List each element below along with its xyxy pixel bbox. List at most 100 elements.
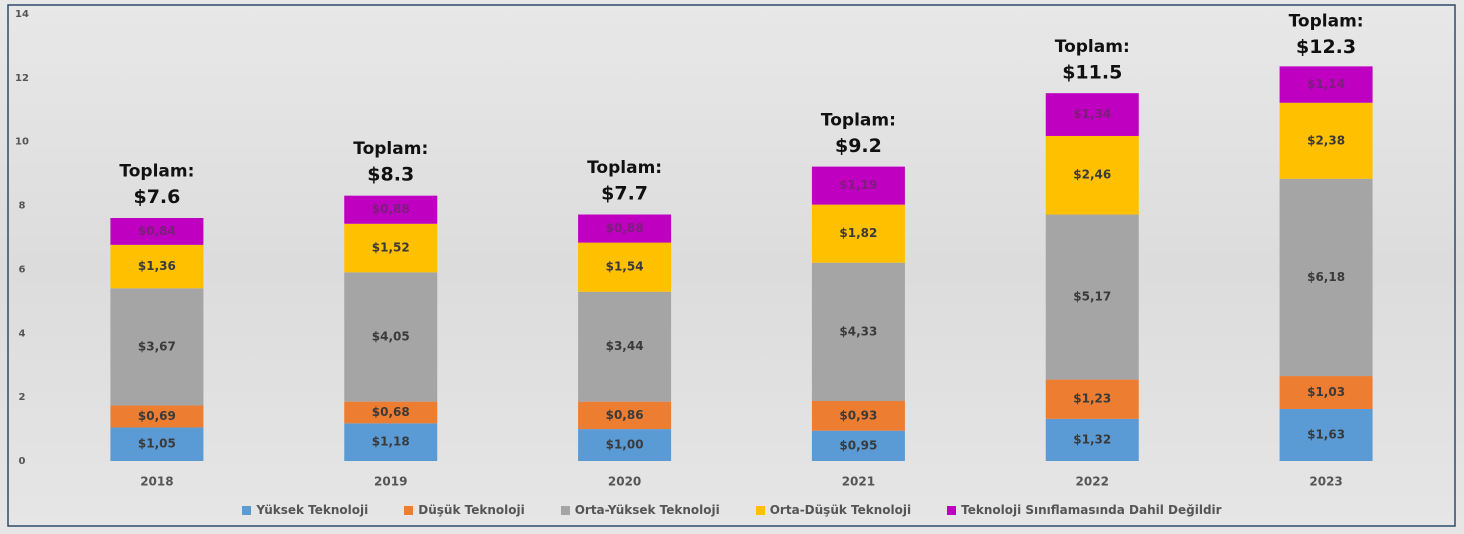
value-label: $1,05 <box>138 437 176 451</box>
bar-segment <box>344 423 438 461</box>
legend-label: Teknoloji Sınıflamasında Dahil Değildir <box>961 503 1222 517</box>
legend-item: Yüksek Teknoloji <box>242 503 368 517</box>
bar-segment <box>578 242 672 292</box>
bar-segment <box>578 429 672 461</box>
value-label: $2,38 <box>1307 133 1345 147</box>
x-tick-label: 2019 <box>374 475 407 489</box>
bar-segment <box>811 204 905 263</box>
total-prefix: Toplam: <box>119 161 194 181</box>
bar-segment <box>344 401 438 424</box>
legend-label: Orta-Düşük Teknoloji <box>769 503 912 517</box>
legend-swatch <box>242 505 252 515</box>
bar-segment <box>110 244 204 289</box>
total-prefix: Toplam: <box>587 158 662 178</box>
value-label: $1,36 <box>138 259 176 273</box>
x-tick-label: 2018 <box>140 475 173 489</box>
value-label: $1,54 <box>606 260 644 274</box>
bar-segment <box>578 401 672 430</box>
bar-segment <box>1279 376 1373 409</box>
legend: Yüksek Teknoloji Düşük Teknoloji Orta-Yüks… <box>0 503 1464 517</box>
bar-segment <box>811 262 905 401</box>
bar-segment <box>110 427 204 461</box>
legend-item: Orta-Düşük Teknoloji <box>755 503 912 517</box>
legend-swatch <box>560 505 570 515</box>
total-prefix: Toplam: <box>1289 11 1364 31</box>
x-tick-label: 2023 <box>1309 475 1342 489</box>
x-tick-label: 2020 <box>608 475 641 489</box>
value-label: $6,18 <box>1307 270 1345 284</box>
total-label: $9.2 <box>835 135 882 157</box>
value-label: $4,05 <box>372 329 410 343</box>
value-label: $1,52 <box>372 241 410 255</box>
total-label: $8.3 <box>367 163 414 185</box>
legend-swatch <box>755 505 765 515</box>
value-label: $1,14 <box>1307 77 1345 91</box>
value-label: $1,23 <box>1073 392 1111 406</box>
bar-segment <box>1279 408 1373 461</box>
legend-label: Yüksek Teknoloji <box>256 503 369 517</box>
value-label: $0,95 <box>839 438 877 452</box>
y-tick-label: 10 <box>15 137 29 148</box>
value-label: $1,18 <box>372 435 410 449</box>
value-label: $0,88 <box>372 202 410 216</box>
y-tick-label: 14 <box>15 9 29 20</box>
value-label: $5,17 <box>1073 290 1111 304</box>
bar-segment <box>1045 93 1139 136</box>
bar-segment <box>344 195 438 224</box>
value-label: $1,03 <box>1307 385 1345 399</box>
value-label: $1,19 <box>839 178 877 192</box>
value-label: $4,33 <box>839 324 877 338</box>
y-tick-label: 4 <box>19 328 26 339</box>
bar-segment <box>1045 214 1139 380</box>
bar-segment <box>811 166 905 205</box>
frame <box>7 4 1456 527</box>
value-label: $1,63 <box>1307 427 1345 441</box>
total-prefix: Toplam: <box>353 139 428 159</box>
total-label: $7.6 <box>133 186 180 208</box>
value-label: $1,32 <box>1073 432 1111 446</box>
total-label: $12.3 <box>1296 36 1356 58</box>
legend-label: Orta-Yüksek Teknoloji <box>574 503 720 517</box>
total-label: $7.7 <box>601 183 648 205</box>
bar-segment <box>110 218 204 245</box>
value-label: $1,00 <box>606 438 644 452</box>
value-label: $0,84 <box>138 224 176 238</box>
total-label: $11.5 <box>1062 61 1122 83</box>
total-prefix: Toplam: <box>821 110 896 130</box>
value-label: $0,88 <box>606 221 644 235</box>
value-label: $0,69 <box>138 409 176 423</box>
value-label: $3,67 <box>138 339 176 353</box>
y-tick-label: 8 <box>19 201 26 212</box>
bar-segment <box>1045 379 1139 419</box>
value-label: $1,34 <box>1073 107 1111 121</box>
y-tick-label: 6 <box>19 264 26 275</box>
value-label: $0,68 <box>372 405 410 419</box>
bar-segment <box>578 291 672 402</box>
bar-segment <box>1279 66 1373 103</box>
y-tick-label: 12 <box>15 73 29 84</box>
bar-segment <box>344 223 438 273</box>
bar-segment <box>1045 418 1139 461</box>
y-tick-label: 2 <box>19 392 26 403</box>
value-label: $3,44 <box>606 339 644 353</box>
bar-segment <box>811 400 905 431</box>
x-tick-label: 2021 <box>842 475 875 489</box>
bar-segment <box>1045 135 1139 215</box>
y-tick-label: 0 <box>19 456 26 467</box>
bar-segment <box>1279 102 1373 179</box>
bar-segment <box>578 214 672 243</box>
bar-segment <box>344 272 438 402</box>
legend-swatch <box>404 505 414 515</box>
legend-label: Düşük Teknoloji <box>418 503 525 517</box>
bar-segment <box>110 288 204 406</box>
legend-item: Orta-Yüksek Teknoloji <box>560 503 720 517</box>
total-prefix: Toplam: <box>1055 37 1130 57</box>
value-label: $0,86 <box>606 408 644 422</box>
bar-segment <box>1279 178 1373 377</box>
value-label: $2,46 <box>1073 168 1111 182</box>
value-label: $1,82 <box>839 226 877 240</box>
bar-segment <box>811 430 905 461</box>
x-tick-label: 2022 <box>1076 475 1109 489</box>
